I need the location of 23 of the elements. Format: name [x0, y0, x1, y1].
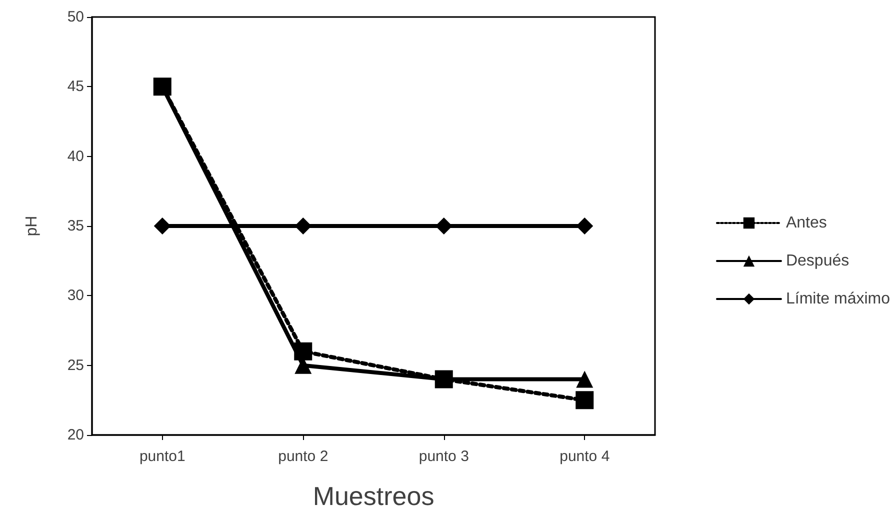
- point: [154, 218, 171, 234]
- y-tick-label: 50: [67, 8, 84, 26]
- y-tick-label: 30: [67, 287, 84, 304]
- y-tick-label: 25: [67, 356, 84, 374]
- x-tick-label: punto 2: [278, 448, 328, 465]
- x-tick-label: punto 4: [560, 448, 610, 465]
- y-tick-label: 20: [67, 426, 84, 444]
- y-axis-title: pH: [24, 216, 40, 236]
- point: [576, 218, 594, 234]
- x-tick-label: punto 3: [418, 448, 469, 465]
- point: [576, 391, 594, 410]
- y-tick-label: 35: [67, 218, 84, 234]
- legend-label: Después: [786, 252, 850, 270]
- y-tick-label: 45: [67, 78, 84, 96]
- x-axis-title: Muestreos: [312, 481, 434, 511]
- point: [435, 218, 452, 234]
- legend-label: Límite máximo: [786, 290, 890, 308]
- point: [294, 218, 312, 234]
- legend-label: Antes: [786, 214, 827, 232]
- x-tick-label: punto1: [139, 448, 186, 465]
- point: [576, 370, 594, 388]
- point: [294, 342, 312, 360]
- y-tick-label: 40: [67, 148, 84, 165]
